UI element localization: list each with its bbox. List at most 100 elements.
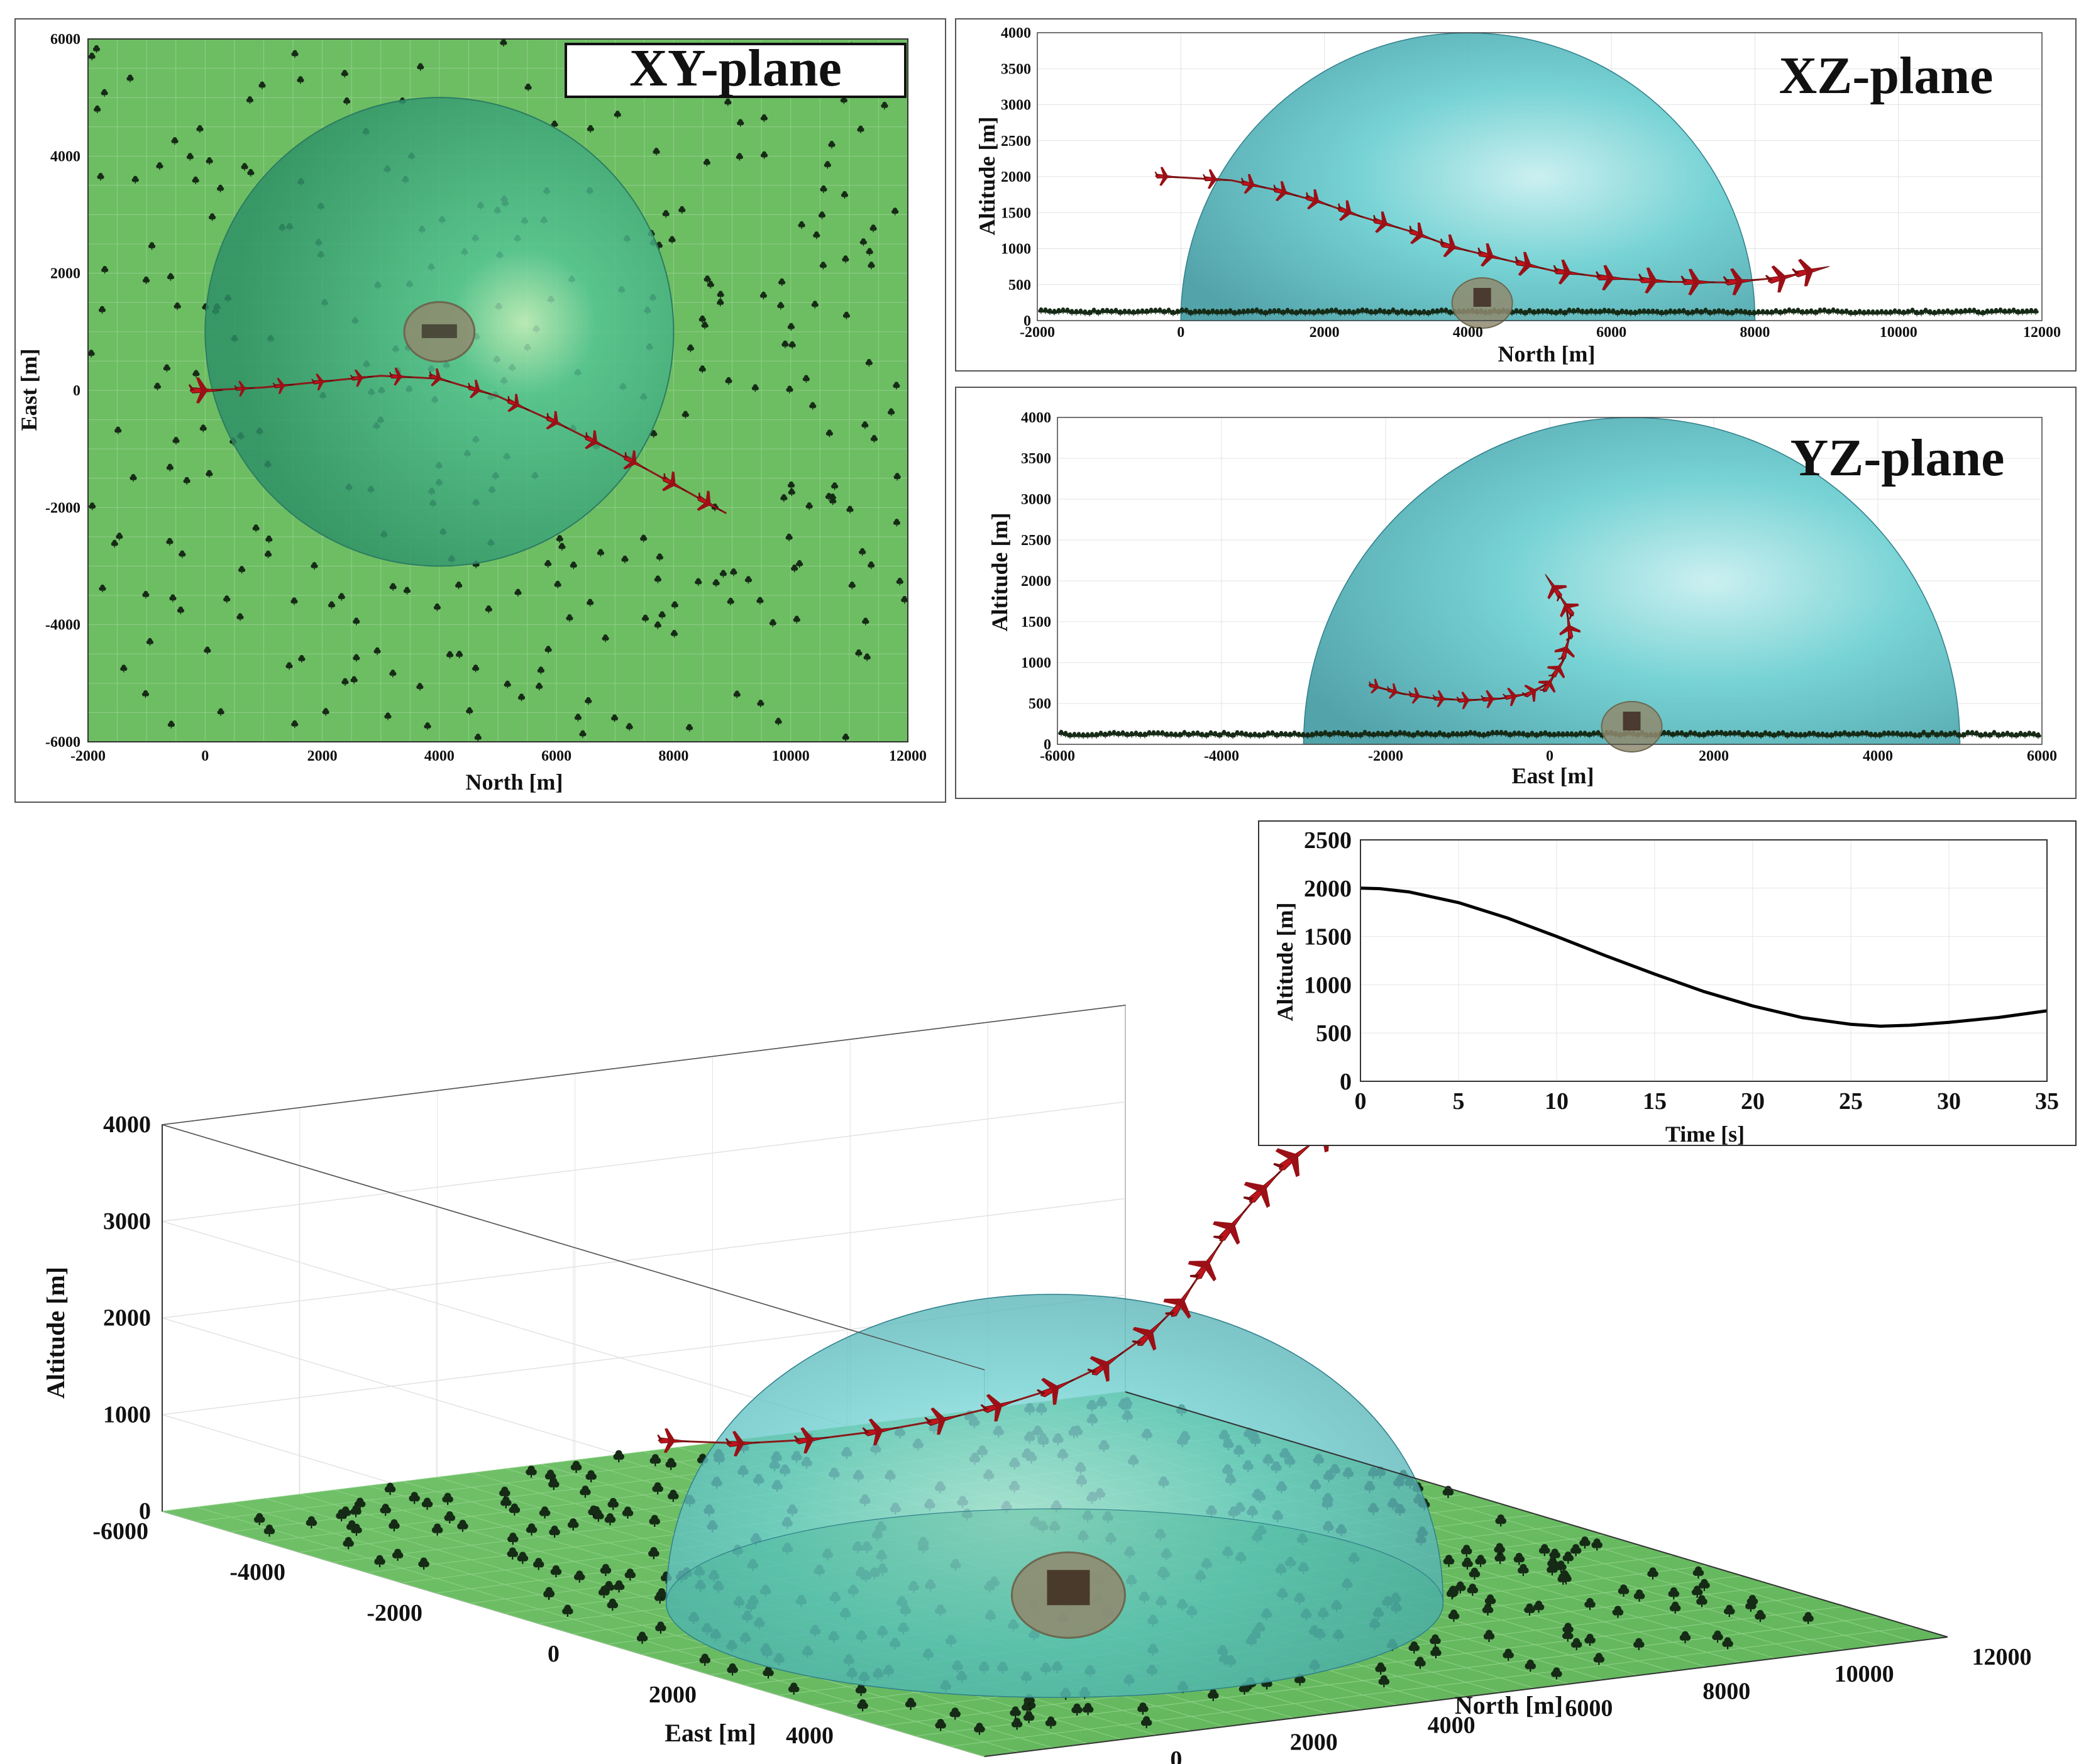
tree-canopy [2012, 307, 2016, 312]
tree-canopy [1904, 731, 1908, 736]
tree-trunk [1065, 735, 1066, 737]
tree-canopy [1244, 731, 1248, 736]
tree-icon [819, 262, 827, 270]
tree-icon [204, 646, 211, 654]
tree-trunk [1212, 1697, 1214, 1701]
tree-canopy [1928, 309, 1932, 313]
tree-trunk [1716, 734, 1718, 737]
tree-trunk [538, 1566, 539, 1570]
tree-icon [614, 110, 621, 119]
tree-trunk [1298, 736, 1299, 739]
tree-trunk [1652, 313, 1653, 316]
tree-icon [824, 161, 831, 169]
tree-canopy [657, 553, 662, 558]
tree-icon [786, 385, 793, 394]
tree-trunk [1379, 312, 1381, 315]
tree-trunk [1870, 736, 1872, 739]
tree-canopy [1794, 732, 1798, 736]
tree-canopy [1413, 308, 1417, 312]
tree-trunk [643, 540, 644, 543]
tree-canopy [1448, 309, 1452, 314]
tree-trunk [1410, 314, 1411, 317]
tree-trunk [1212, 313, 1213, 316]
tree-canopy [1193, 309, 1197, 313]
tree-icon [828, 141, 836, 149]
tree-canopy [1774, 307, 1778, 312]
tree-canopy [247, 96, 252, 101]
tree-trunk [1366, 312, 1367, 315]
tree-canopy [1279, 730, 1283, 735]
tree-trunk [100, 178, 101, 181]
tree-canopy [2016, 309, 2020, 313]
tree-canopy [700, 315, 705, 320]
tree-icon [703, 158, 711, 167]
tree-canopy [1350, 732, 1354, 736]
tree-canopy [1570, 731, 1574, 736]
tree-icon [859, 548, 866, 556]
tree-trunk [1828, 313, 1829, 316]
tree-canopy [1431, 308, 1435, 312]
tree-canopy [1699, 309, 1703, 313]
tree-icon [654, 621, 661, 629]
tree-canopy [894, 519, 899, 524]
tree-icon [142, 590, 150, 599]
tree-canopy [1765, 309, 1769, 313]
tree-icon [192, 176, 199, 184]
tree-trunk [170, 278, 172, 281]
tree-canopy [193, 176, 198, 181]
tree-canopy [612, 714, 617, 719]
tree-trunk [1663, 734, 1665, 737]
tree-canopy [1237, 309, 1241, 313]
tree-canopy [1293, 730, 1296, 734]
tree-canopy [1902, 309, 1906, 314]
tree-trunk [1703, 736, 1704, 739]
tree-canopy [1178, 732, 1182, 736]
tree-canopy [1323, 730, 1327, 734]
tree-canopy [758, 597, 763, 602]
tree-canopy [187, 153, 192, 158]
tree-canopy [708, 280, 713, 285]
tree-trunk [1652, 1575, 1654, 1580]
tree-icon [485, 605, 492, 614]
tree-canopy [1130, 730, 1134, 735]
tree-trunk [1263, 736, 1264, 739]
tree-icon [724, 98, 732, 106]
tree-trunk [1518, 735, 1520, 737]
tree-icon [703, 275, 711, 284]
tree-canopy [1176, 309, 1179, 313]
tree-icon [172, 436, 180, 445]
tree-trunk [661, 617, 663, 619]
tree-canopy [799, 221, 804, 226]
tree-canopy [820, 262, 825, 267]
tree-canopy [1545, 308, 1549, 312]
tree-canopy [897, 577, 902, 582]
tree-canopy [486, 605, 491, 610]
xy-y-tick: 6000 [50, 31, 80, 48]
tree-trunk [104, 271, 106, 274]
tree-canopy [1752, 309, 1756, 314]
tree-trunk [1954, 734, 1955, 737]
tree-trunk [1373, 736, 1374, 739]
tree-canopy [651, 430, 656, 435]
tree-canopy [1215, 309, 1219, 313]
tree-trunk [1353, 314, 1354, 316]
tree-canopy [1508, 732, 1512, 736]
tree-trunk [1589, 1642, 1591, 1646]
tree-trunk [864, 426, 866, 429]
tree-canopy [1552, 731, 1556, 736]
tree-canopy [770, 619, 775, 624]
tree-canopy [345, 97, 350, 102]
tree-canopy [1294, 309, 1298, 314]
tree-trunk [1100, 735, 1101, 737]
tree-icon [114, 426, 122, 434]
tree-canopy [1134, 730, 1138, 735]
yz-plot-y-tick: 0 [1044, 737, 1051, 753]
tree-canopy [786, 533, 792, 538]
tree-trunk [244, 168, 245, 171]
tree-trunk [1241, 735, 1242, 737]
tree-trunk [1643, 312, 1645, 315]
tree-canopy [90, 502, 95, 507]
tree-canopy [778, 302, 783, 307]
tree-canopy [1514, 308, 1518, 312]
tree-canopy [1233, 309, 1237, 314]
